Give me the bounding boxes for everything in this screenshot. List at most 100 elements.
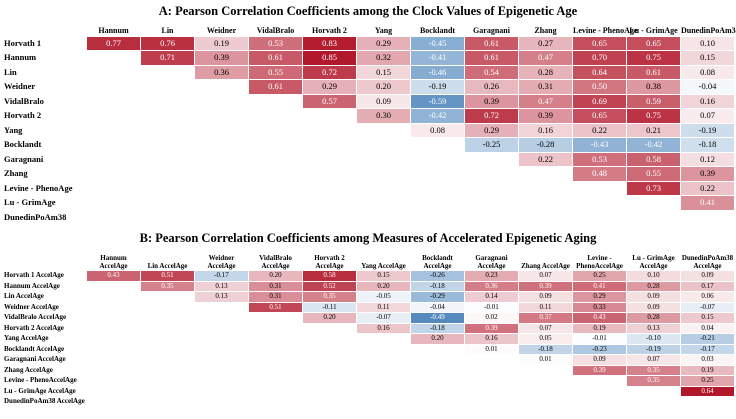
correlation-cell: 0.72: [465, 109, 518, 123]
empty-cell: [411, 182, 464, 196]
column-header: Levine - PhenoAge: [573, 22, 637, 36]
column-header: Horvath 2: [303, 22, 356, 36]
matrix-row: Horvath 1 AccelAge 0.43 0.51 -0.17 0.20 0.58 0…: [2, 271, 734, 281]
correlation-cell: 0.15: [681, 51, 734, 65]
correlation-cell: 0.39: [519, 281, 572, 291]
correlation-cell: 0.20: [411, 334, 464, 344]
correlation-cell: 0.33: [573, 302, 626, 312]
row-label: Weidner: [2, 80, 86, 94]
empty-cell: [519, 211, 572, 225]
empty-cell: [411, 196, 464, 210]
empty-cell: [195, 387, 248, 397]
correlation-cell: 0.12: [681, 152, 734, 166]
matrix-row: Lu - GrimAge 0.41: [2, 196, 734, 210]
correlation-cell: 0.17: [681, 281, 734, 291]
correlation-cell: 0.61: [249, 80, 302, 94]
correlation-cell: 0.61: [627, 65, 680, 79]
empty-cell: [249, 196, 302, 210]
corner-cell: [2, 249, 86, 270]
correlation-cell: 0.39: [465, 94, 518, 108]
empty-cell: [411, 376, 464, 386]
correlation-cell: 0.09: [519, 292, 572, 302]
column-header: Bocklandt: [411, 22, 464, 36]
empty-cell: [249, 124, 302, 138]
empty-cell: [465, 387, 518, 397]
empty-cell: [465, 376, 518, 386]
correlation-cell: 0.76: [141, 36, 194, 50]
correlation-cell: 0.04: [681, 323, 734, 333]
empty-cell: [465, 153, 518, 167]
column-header: Garagnani: [465, 22, 518, 36]
correlation-cell: 0.05: [519, 334, 572, 344]
correlation-cell: 0.08: [681, 65, 734, 79]
correlation-cell: 0.16: [681, 94, 734, 108]
correlation-cell: 0.36: [465, 281, 518, 291]
correlation-cell: 0.65: [573, 109, 626, 123]
correlation-cell: 0.28: [519, 65, 572, 79]
empty-cell: [141, 80, 194, 94]
row-label: Zhang AccelAge: [2, 365, 86, 375]
panel-a: A: Pearson Correlation Coefficients amon…: [0, 1, 736, 225]
correlation-cell: -0.07: [357, 313, 410, 323]
correlation-cell: -0.17: [195, 271, 248, 281]
empty-cell: [303, 153, 356, 167]
row-label: Hannum AccelAge: [2, 281, 86, 291]
empty-cell: [519, 167, 572, 181]
empty-cell: [195, 303, 248, 313]
empty-cell: [195, 345, 248, 355]
empty-cell: [303, 124, 356, 138]
row-label: Lin AccelAge: [2, 292, 86, 302]
empty-cell: [573, 376, 626, 386]
correlation-cell: 0.35: [141, 281, 194, 291]
correlation-cell: -0.18: [411, 281, 464, 291]
header-row: Hannum AccelAge Lin AccelAge Weidner Accel…: [2, 249, 734, 270]
empty-cell: [411, 138, 464, 152]
empty-cell: [411, 153, 464, 167]
correlation-cell: 0.10: [681, 36, 734, 50]
correlation-cell: 0.20: [249, 271, 302, 281]
correlation-cell: -0.41: [411, 51, 464, 65]
row-label: DunedinPoAm38: [2, 210, 86, 224]
correlation-cell: 0.53: [249, 36, 302, 50]
empty-cell: [141, 355, 194, 365]
empty-cell: [141, 397, 194, 407]
row-label: Horvath 2: [2, 109, 86, 123]
correlation-cell: -0.19: [681, 123, 734, 137]
empty-cell: [357, 124, 410, 138]
empty-cell: [627, 196, 680, 210]
empty-cell: [465, 211, 518, 225]
empty-cell: [519, 387, 572, 397]
correlation-cell: 0.58: [303, 271, 356, 281]
empty-cell: [411, 345, 464, 355]
correlation-cell: -0.23: [573, 344, 626, 354]
empty-cell: [357, 355, 410, 365]
matrix-row: Garagnani 0.22 0.53 0.58 0.12: [2, 152, 734, 167]
correlation-cell: 0.08: [411, 123, 464, 137]
matrix-row: Yang AccelAge 0.20 0.16 0.05 -0.01 -0.10 -0.21: [2, 334, 734, 344]
matrix-row: VidalBralo AccelAge 0.20 -0.07 -0.49 0.02 0.3…: [2, 313, 734, 323]
correlation-cell: 0.72: [303, 65, 356, 79]
correlation-cell: 0.13: [195, 281, 248, 291]
row-label: Levine - PhenoAge: [2, 181, 86, 195]
empty-cell: [357, 167, 410, 181]
empty-cell: [87, 124, 140, 138]
empty-cell: [87, 303, 140, 313]
empty-cell: [195, 334, 248, 344]
empty-cell: [303, 196, 356, 210]
correlation-cell: -0.45: [411, 36, 464, 50]
empty-cell: [87, 196, 140, 210]
correlation-cell: 0.58: [627, 152, 680, 166]
empty-cell: [87, 292, 140, 302]
empty-cell: [249, 397, 302, 407]
empty-cell: [249, 95, 302, 109]
correlation-cell: 0.47: [519, 94, 572, 108]
empty-cell: [195, 124, 248, 138]
empty-cell: [519, 376, 572, 386]
empty-cell: [195, 376, 248, 386]
correlation-cell: 0.10: [627, 271, 680, 281]
correlation-cell: -0.49: [411, 313, 464, 323]
correlation-cell: 0.16: [357, 323, 410, 333]
panel-b-title: B: Pearson Correlation Coefficients amon…: [139, 231, 597, 245]
empty-cell: [87, 376, 140, 386]
empty-cell: [519, 397, 572, 407]
